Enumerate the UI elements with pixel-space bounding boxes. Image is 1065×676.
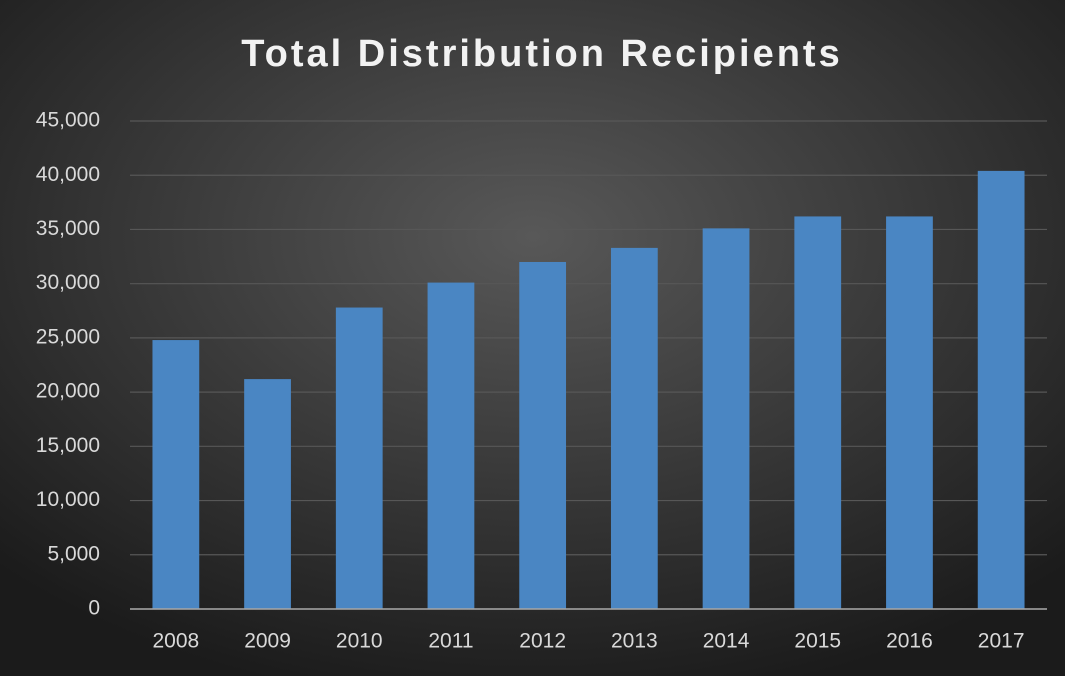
bar — [610, 247, 658, 609]
y-tick-label: 20,000 — [36, 380, 100, 403]
y-tick-label: 15,000 — [36, 434, 100, 457]
y-tick-label: 45,000 — [36, 109, 100, 132]
y-tick-label: 10,000 — [36, 488, 100, 511]
bar — [702, 228, 750, 610]
chart-title: Total Distribution Recipients — [241, 33, 842, 75]
x-tick-label: 2016 — [886, 630, 933, 653]
y-tick-label: 40,000 — [36, 163, 100, 186]
bar — [244, 379, 291, 609]
bar — [886, 216, 933, 610]
x-tick-label: 2013 — [611, 630, 658, 653]
bar — [335, 307, 383, 609]
x-tick-label: 2009 — [244, 630, 291, 653]
y-tick-label: 5,000 — [47, 542, 100, 565]
x-tick-label: 2008 — [152, 630, 199, 653]
x-tick-label: 2010 — [336, 630, 383, 653]
y-tick-label: 35,000 — [36, 217, 100, 240]
x-tick-label: 2012 — [519, 630, 566, 653]
x-tick-label: 2017 — [978, 630, 1025, 653]
bar — [977, 170, 1025, 609]
x-tick-label: 2014 — [703, 630, 750, 653]
y-tick-label: 25,000 — [36, 325, 100, 348]
bar — [152, 340, 200, 609]
bar — [519, 261, 567, 609]
x-tick-label: 2015 — [794, 630, 841, 653]
bar — [794, 216, 842, 610]
bar — [427, 282, 475, 609]
x-tick-label: 2011 — [428, 630, 473, 653]
y-tick-label: 30,000 — [36, 271, 100, 294]
y-tick-label: 0 — [88, 597, 100, 620]
